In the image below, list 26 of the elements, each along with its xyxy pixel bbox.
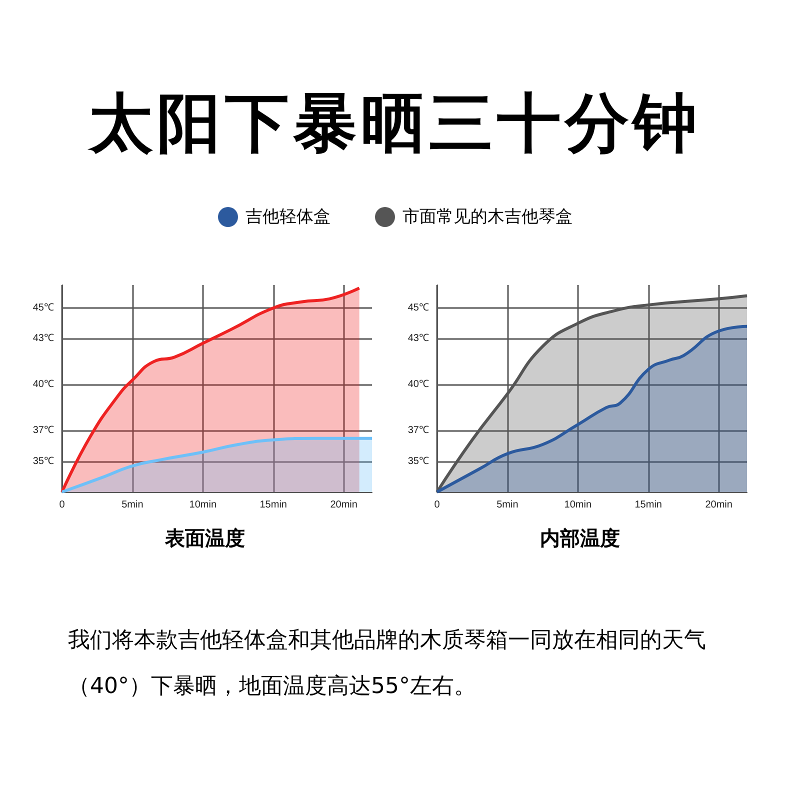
legend-label: 市面常见的木吉他琴盒 xyxy=(402,206,572,228)
x-tick-label: 0 xyxy=(434,500,440,510)
x-axis-title: 表面温度 xyxy=(164,525,246,552)
x-tick-label: 20min xyxy=(330,500,358,510)
x-tick-label: 20min xyxy=(705,500,732,510)
x-tick-label: 15min xyxy=(260,500,287,510)
x-axis-title: 内部温度 xyxy=(539,525,621,552)
y-tick-label: 35℃ xyxy=(408,456,429,467)
y-tick-label: 37℃ xyxy=(408,425,429,436)
y-tick-label: 43℃ xyxy=(32,333,54,344)
x-tick-label: 5min xyxy=(122,500,144,510)
chart-title: 太阳下暴晒三十分钟 xyxy=(86,86,702,163)
y-tick-label: 45℃ xyxy=(408,302,429,314)
legend-label: 吉他轻体盒 xyxy=(244,206,330,228)
x-tick-label: 5min xyxy=(496,500,518,510)
text: 我们将本款吉他轻体盒和其他品牌的木质琴箱一同放在相同的天气（40°）下暴晒，地面温度高达55°左右。 xyxy=(68,627,707,701)
y-tick-label: 45℃ xyxy=(32,302,54,314)
y-tick-label: 37℃ xyxy=(32,425,54,436)
y-tick-label: 35℃ xyxy=(32,456,54,467)
x-tick-label: 10min xyxy=(564,500,592,510)
y-tick-label: 40℃ xyxy=(32,379,54,390)
y-tick-label: 43℃ xyxy=(408,333,429,344)
x-tick-label: 15min xyxy=(634,500,662,510)
x-tick-label: 10min xyxy=(189,500,217,510)
x-tick-label: 0 xyxy=(59,500,66,510)
y-tick-label: 40℃ xyxy=(408,379,429,390)
